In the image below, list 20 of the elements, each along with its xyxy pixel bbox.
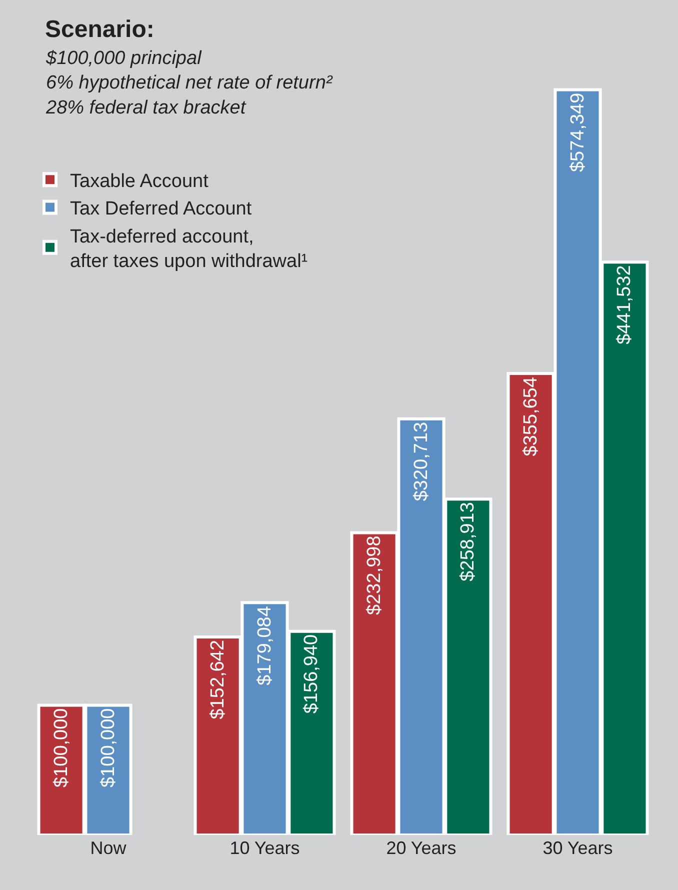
data-label: $100,000 [50, 708, 72, 788]
data-label: $100,000 [98, 708, 119, 788]
legend-label: Taxable Account [70, 171, 210, 192]
data-label: $355,654 [520, 376, 542, 456]
data-label: $258,913 [458, 502, 479, 582]
legend-label: Tax-deferred account, after taxes upon withdrawal¹ [70, 226, 308, 272]
x-tick-label: 10 Years [230, 838, 300, 858]
chart-title: Scenario: [45, 16, 154, 43]
data-label: $156,940 [301, 634, 322, 714]
data-label: $441,532 [614, 265, 636, 344]
data-label: $320,713 [410, 422, 432, 502]
chart-subtitle: $100,000 principal 6% hypothetical net rate of return² 28% federal tax bracket [45, 48, 333, 118]
legend-label: Tax Deferred Account [70, 198, 252, 220]
data-label: $179,084 [254, 606, 276, 686]
x-tick-label: 30 Years [542, 838, 613, 858]
x-tick-label: Now [90, 838, 128, 858]
x-tick-label: 20 Years [386, 838, 456, 858]
data-label: $574,349 [567, 92, 588, 172]
data-label: $152,642 [207, 640, 228, 720]
data-label: $232,998 [364, 536, 385, 615]
